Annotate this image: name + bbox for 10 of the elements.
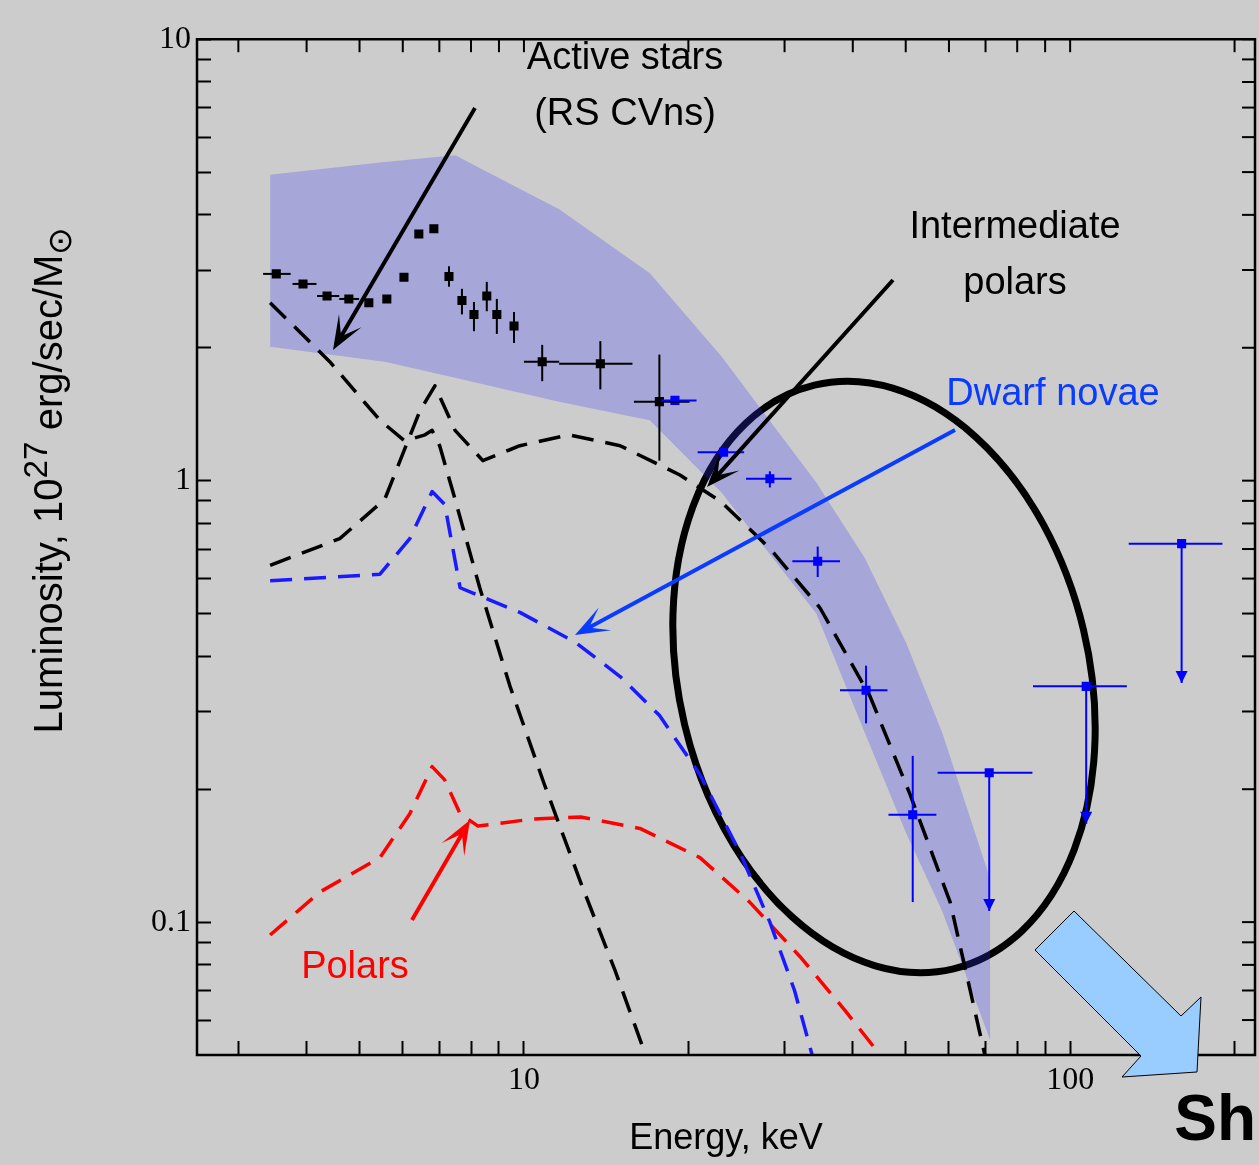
annotation: Intermediate polars — [909, 204, 1121, 303]
annotation: Dwarf novae — [946, 371, 1160, 414]
x-tick-label: 100 — [1046, 1059, 1095, 1096]
y-tick-label: 10 — [159, 18, 191, 55]
text: Sh — [1174, 1082, 1256, 1154]
annotation: Polars — [301, 944, 409, 987]
y-tick-label: 1 — [175, 460, 191, 497]
annotation: Active stars (RS CVns) — [526, 35, 724, 134]
y-tick-label: 0.1 — [151, 901, 191, 938]
x-axis-title: Energy, keV — [629, 1116, 823, 1158]
